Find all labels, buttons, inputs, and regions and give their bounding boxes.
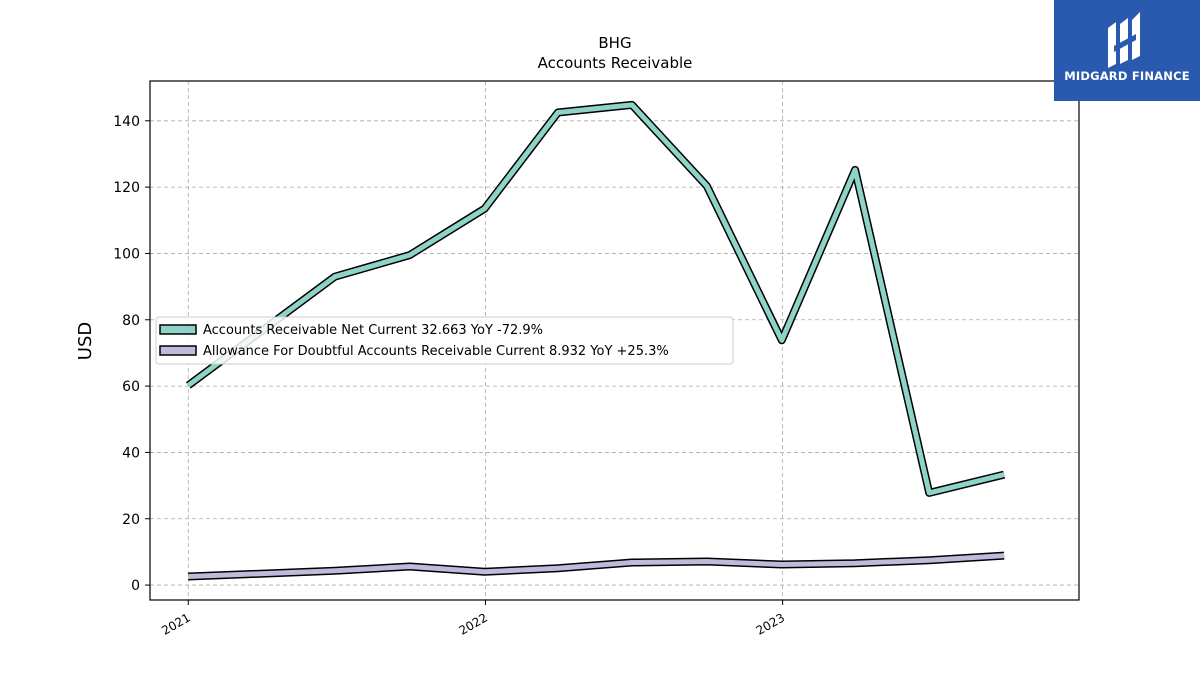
y-tick-label: 0 <box>131 578 140 594</box>
y-tick-label: 80 <box>122 313 140 329</box>
legend-label-1: Accounts Receivable Net Current 32.663 Y… <box>203 323 543 338</box>
y-tick-label: 140 <box>113 114 140 130</box>
legend-swatch-2 <box>159 345 197 356</box>
brand-logo: MIDGARD FINANCE <box>1054 0 1200 101</box>
x-tick-label: 2023 <box>754 610 787 637</box>
series-outline-1 <box>185 100 1006 497</box>
y-tick-label: 120 <box>113 180 140 196</box>
logo-text: MIDGARD FINANCE <box>1064 69 1190 83</box>
chart-subtitle: Accounts Receivable <box>538 54 693 72</box>
legend-swatch-1 <box>159 324 197 335</box>
series-lines <box>185 100 1006 581</box>
legend: Accounts Receivable Net Current 32.663 Y… <box>155 316 734 365</box>
x-tick-label: 2021 <box>159 610 192 637</box>
series-line-1 <box>186 102 1005 496</box>
y-axis-label: USD <box>75 322 96 360</box>
y-tick-label: 40 <box>122 445 140 461</box>
series-line-2 <box>188 553 1005 579</box>
logo-mark-icon <box>1108 12 1140 68</box>
y-tick-label: 100 <box>113 246 140 262</box>
chart-title: BHG <box>598 34 631 52</box>
y-tick-label: 60 <box>122 379 140 395</box>
legend-label-2: Allowance For Doubtful Accounts Receivab… <box>203 344 669 359</box>
x-tick-label: 2022 <box>456 610 489 637</box>
plot-frame <box>149 80 1080 601</box>
legend-box <box>155 316 734 365</box>
y-tick-label: 20 <box>122 512 140 528</box>
